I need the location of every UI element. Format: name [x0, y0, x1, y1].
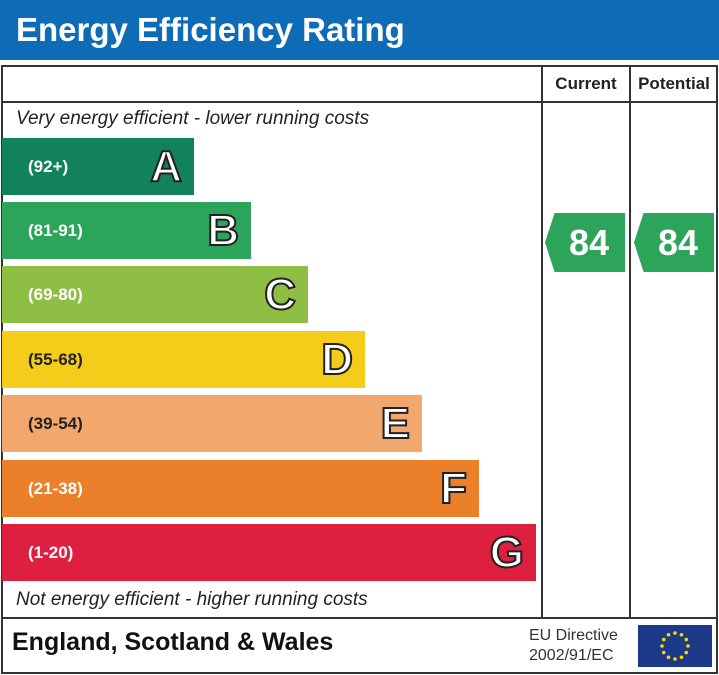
- band-letter: A: [149, 141, 183, 192]
- band-range: (1-20): [28, 543, 74, 562]
- band-letter: C: [263, 269, 297, 320]
- band-range: (69-80): [28, 285, 83, 304]
- page-title: Energy Efficiency Rating: [0, 0, 719, 60]
- divider: [1, 101, 718, 103]
- band-letter: E: [380, 398, 411, 449]
- band-range: (21-38): [28, 479, 83, 498]
- band-b: (81-91) B: [2, 202, 251, 259]
- directive-line2: 2002/91/EC: [529, 647, 614, 664]
- top-note: Very energy efficient - lower running co…: [16, 108, 370, 129]
- band-letter: D: [320, 334, 354, 385]
- column-header-current: Current: [555, 74, 617, 93]
- band-c: (69-80) C: [2, 266, 308, 323]
- divider: [1, 617, 718, 619]
- directive-line1: EU Directive: [529, 627, 618, 644]
- band-range: (39-54): [28, 414, 83, 433]
- band-range: (81-91): [28, 221, 83, 240]
- band-g: (1-20) G: [2, 524, 536, 581]
- band-range: (92+): [28, 157, 69, 176]
- band-f: (21-38) F: [2, 460, 479, 517]
- eu-flag-icon: [638, 625, 712, 667]
- band-range: (55-68): [28, 350, 83, 369]
- band-letter: B: [206, 205, 240, 256]
- potential-rating-arrow: 84: [634, 213, 714, 272]
- band-e: (39-54) E: [2, 395, 422, 452]
- current-rating-arrow: 84: [545, 213, 625, 272]
- band-a: (92+) A: [2, 138, 194, 195]
- bottom-note: Not energy efficient - higher running co…: [16, 589, 368, 610]
- band-letter: G: [489, 527, 525, 578]
- column-header-potential: Potential: [638, 74, 710, 93]
- divider: [541, 65, 543, 618]
- eu-directive: EU Directive 2002/91/EC: [529, 626, 618, 666]
- band-d: (55-68) D: [2, 331, 365, 388]
- region-label: England, Scotland & Wales: [12, 628, 334, 656]
- divider: [629, 65, 631, 618]
- band-letter: F: [439, 463, 468, 514]
